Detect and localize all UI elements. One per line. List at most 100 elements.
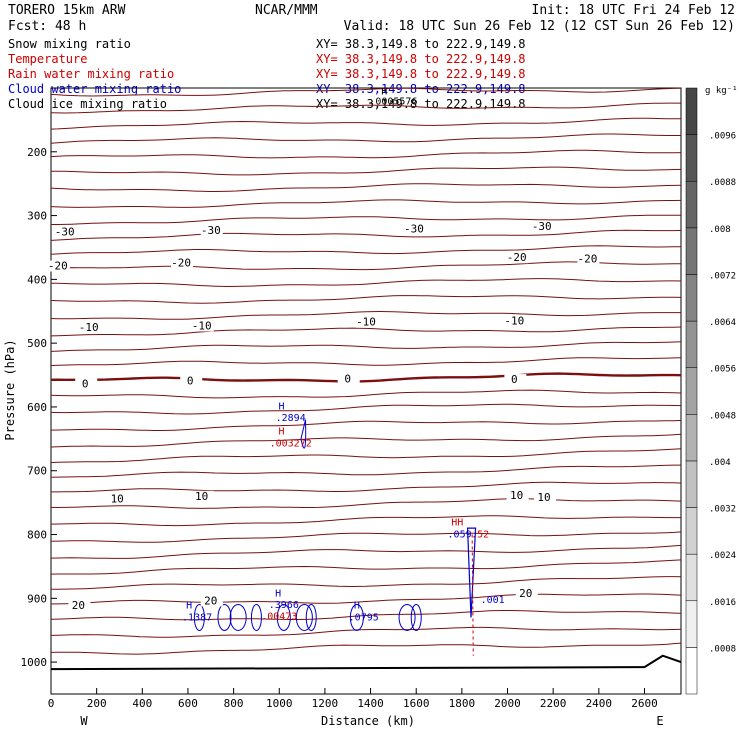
temperature-label: -10 xyxy=(356,316,376,329)
field-legend: Snow mixing ratio XY= 38.3,149.8 to 222.9… xyxy=(8,37,526,111)
temperature-label-bg xyxy=(506,252,529,264)
temperature-label-bg xyxy=(191,320,214,332)
temperature-label: -20 xyxy=(577,253,597,266)
cloud-water-contour xyxy=(349,603,364,631)
x-tick-label: 400 xyxy=(132,697,152,710)
temperature-label-bg xyxy=(54,226,77,238)
field-xy: XY= 38.3,149.8 to 222.9,149.8 xyxy=(316,97,526,111)
temperature-contour-line xyxy=(50,229,682,241)
temperature-contour-line xyxy=(50,372,682,383)
init-time: Init: 18 UTC Fri 24 Feb 12 xyxy=(532,3,736,18)
temperature-label-bg xyxy=(78,321,101,333)
temperature-labels: -30 -30 -30 -30 -20 -20 -20 -20 -10 -10 -10 -10 0 0 0 0… xyxy=(47,220,600,612)
temperature-label: -10 xyxy=(192,319,212,332)
x-tick-label: 2400 xyxy=(586,697,613,710)
plot-frame xyxy=(50,87,682,695)
extrema-label: H xyxy=(279,401,285,412)
temperature-label-bg xyxy=(171,257,194,269)
colorbar-swatch xyxy=(685,274,698,322)
colorbar-swatch xyxy=(685,320,698,368)
extrema-label: .059 xyxy=(448,530,472,541)
colorbar-tick-label: .0088 xyxy=(709,178,736,188)
surface-line xyxy=(50,654,682,671)
temperature-label-bg xyxy=(200,224,223,236)
temperature-label: -30 xyxy=(55,226,75,239)
cloud-water-contours xyxy=(193,419,477,656)
temperature-contour-line xyxy=(50,610,682,621)
cloud-water-contour xyxy=(217,603,232,631)
temperature-label: -10 xyxy=(79,321,99,334)
temperature-contour-line xyxy=(50,310,681,320)
temperature-contour-line xyxy=(50,559,682,575)
temperature-contour-line xyxy=(51,576,682,590)
extrema-label: H xyxy=(381,86,387,97)
temperature-label-bg xyxy=(337,373,360,385)
x-tick-label: 1000 xyxy=(266,697,293,710)
temperature-label-bg xyxy=(403,223,426,235)
y-tick-label: 700 xyxy=(27,465,47,478)
temperature-label-bg xyxy=(47,260,70,272)
temperature-label: 20 xyxy=(519,587,532,600)
temperature-label-bg xyxy=(506,490,529,502)
cloud-water-contour xyxy=(398,603,416,631)
x-tick-label: 600 xyxy=(178,697,198,710)
x-tick-label: 200 xyxy=(87,697,107,710)
temperature-label: 10 xyxy=(510,489,523,502)
extrema-label: HH xyxy=(451,518,463,529)
temperature-contour-line xyxy=(50,626,682,638)
colorbar-tick-label: .0048 xyxy=(709,411,736,421)
colorbar-swatch xyxy=(685,227,698,275)
colorbar-tick-label: .008 xyxy=(709,225,731,235)
y-tick-label: 400 xyxy=(27,273,47,286)
temperature-label-bg xyxy=(200,595,223,607)
temperature-contour-line xyxy=(50,357,682,367)
temperature-label-bg xyxy=(504,374,527,386)
colorbar-swatch xyxy=(685,87,698,135)
x-tick-label: 1400 xyxy=(357,697,384,710)
temperature-contour-line xyxy=(51,481,682,493)
temperature-contour-line xyxy=(50,448,682,464)
temperature-contour-line xyxy=(50,117,681,130)
y-tick-label: 900 xyxy=(27,592,47,605)
temperature-label-bg xyxy=(68,599,91,611)
x-tick-label: 0 xyxy=(48,697,55,710)
temperature-label: 10 xyxy=(195,490,208,503)
temperature-label: 10 xyxy=(111,492,124,505)
colorbar-swatch xyxy=(685,600,698,648)
cloud-water-contour xyxy=(305,603,317,631)
extrema-label: H xyxy=(275,588,281,599)
colorbar-tick-label: .004 xyxy=(709,458,731,468)
colorbar-swatch xyxy=(685,180,698,229)
temperature-label-bg xyxy=(180,375,203,387)
y-tick-label: 200 xyxy=(27,146,47,159)
y-tick-label: 500 xyxy=(27,337,47,350)
temperature-contour-line xyxy=(50,389,682,399)
colorbar-tick-label: .0072 xyxy=(709,271,736,281)
model-title: TORERO 15km ARW xyxy=(8,3,126,18)
colorbar-tick-label: .0008 xyxy=(709,644,736,654)
temperature-contour-line xyxy=(50,278,682,288)
colorbar-tick-label: .0016 xyxy=(709,598,736,608)
cloud-water-contour xyxy=(250,603,262,631)
temperature-label: 0 xyxy=(187,374,194,387)
temperature-contour-line xyxy=(50,464,681,478)
temperature-label: -20 xyxy=(507,251,527,264)
temperature-label-bg xyxy=(534,492,557,504)
temperature-label-bg xyxy=(75,378,98,390)
cloud-water-contour xyxy=(276,603,291,631)
cloud-water-contour xyxy=(229,603,247,631)
forecast-hour: Fcst: 48 h xyxy=(8,19,86,34)
extrema-label: .0795 xyxy=(349,613,379,624)
colorbar-unit: g kg⁻¹ xyxy=(705,86,738,96)
colorbar-swatch xyxy=(685,460,698,508)
extrema-label: H xyxy=(186,601,192,612)
colorbar-tick-label: .0096 xyxy=(709,132,736,142)
cloud-water-contour xyxy=(295,603,313,631)
y-axis-label: Pressure (hPa) xyxy=(3,339,17,440)
rain-water-contour xyxy=(471,534,474,656)
temperature-label: 20 xyxy=(72,599,85,612)
field-label: Rain water mixing ratio xyxy=(8,67,174,81)
temperature-contour-line xyxy=(50,544,682,559)
field-xy: XY= 38.3,149.8 to 222.9,149.8 xyxy=(316,37,526,51)
